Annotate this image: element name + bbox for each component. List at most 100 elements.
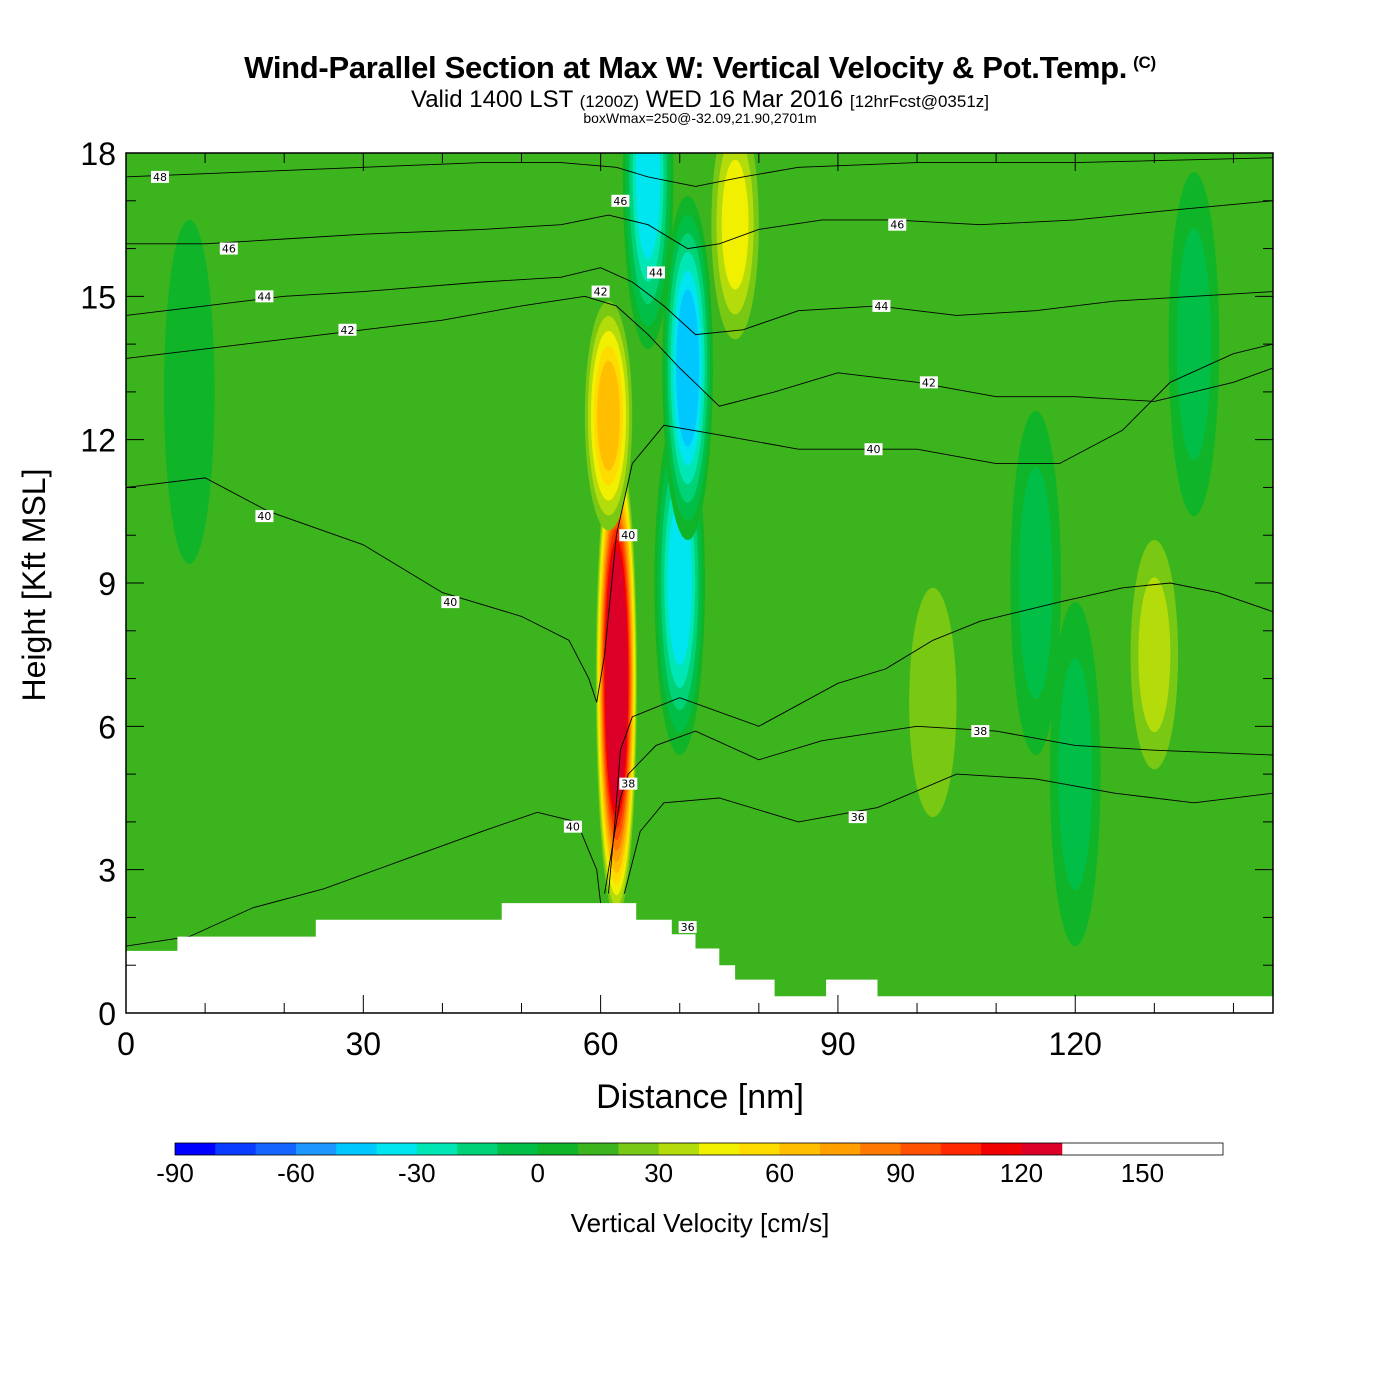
contour-label-text: 42 <box>922 376 936 389</box>
contour-label-box <box>848 811 867 824</box>
velocity-feature-3 <box>662 196 713 540</box>
colorbar-segment <box>981 1143 1022 1155</box>
contour-label: 40 <box>563 820 582 834</box>
colorbar-tick-label: 150 <box>1121 1158 1164 1188</box>
theta-contour-40 <box>126 343 1273 703</box>
colorbar-segment <box>416 1143 458 1155</box>
velocity-level <box>597 360 620 471</box>
y-tick-label: 18 <box>80 136 116 172</box>
theta-contour-40 <box>126 811 602 947</box>
velocity-feature-0 <box>595 439 638 918</box>
colorbar-segment <box>497 1143 539 1155</box>
colorbar-segment <box>376 1143 418 1155</box>
chart-title: Wind-Parallel Section at Max W: Vertical… <box>0 50 1400 86</box>
contour-label-text: 38 <box>621 778 635 791</box>
terrain <box>126 903 1273 1013</box>
colorbar: -90 -60 -30 0 30 60 90 120 150 <box>156 1142 1224 1188</box>
colorbar-tick-label: 60 <box>765 1158 794 1188</box>
contour-label-box <box>611 194 630 207</box>
colorbar-segment <box>779 1143 821 1155</box>
velocity-level <box>1018 466 1053 700</box>
velocity-feature-4 <box>622 153 674 349</box>
contour-label-box <box>619 529 638 542</box>
colorbar-tick-label: 90 <box>886 1158 915 1188</box>
x-tick-label: 90 <box>820 1026 856 1062</box>
theta-contour-42 <box>126 295 1273 407</box>
contour-label-box <box>151 170 170 183</box>
contour-label-box <box>563 820 582 833</box>
contour-label-text: 46 <box>222 243 236 256</box>
velocity-feature-1 <box>584 301 633 531</box>
contour-label-box <box>678 921 697 933</box>
contour-label-text: 40 <box>867 443 881 456</box>
contour-label: 46 <box>611 194 630 208</box>
valid-prefix: Valid 1400 LST <box>410 86 573 113</box>
contour-label-box <box>338 323 357 336</box>
contour-label-text: 40 <box>566 821 580 834</box>
velocity-level <box>163 219 215 564</box>
contour-label: 42 <box>591 285 610 299</box>
velocity-level <box>608 583 625 774</box>
contour-label-box <box>255 290 274 303</box>
colorbar-frame <box>174 1142 1224 1156</box>
contour-label-text: 46 <box>890 219 904 232</box>
contour-label: 38 <box>619 777 638 791</box>
velocity-features <box>163 153 1220 947</box>
colorbar-tick-label: -90 <box>156 1158 194 1188</box>
velocity-level <box>667 500 692 666</box>
title-text: Wind-Parallel Section at Max W: Vertical… <box>244 50 1128 85</box>
plot-area: 48 46 46 46 44 44 44 42 42 42 40 40 40 40 40 38 38 36 36 <box>126 153 1273 1013</box>
contour-label: 44 <box>255 290 274 303</box>
contour-label-box <box>888 218 907 231</box>
contour-label-text: 46 <box>613 195 627 208</box>
contour-label-text: 44 <box>257 290 271 303</box>
colorbar-tick-label: -30 <box>398 1158 436 1188</box>
y-tick-label: 3 <box>98 853 116 889</box>
y-tick-label: 15 <box>80 279 116 315</box>
contour-label: 44 <box>646 266 665 279</box>
velocity-feature-12 <box>163 219 215 564</box>
contour-label-box <box>619 777 638 790</box>
colorbar-segment <box>940 1143 982 1155</box>
x-tick-label: 60 <box>583 1026 619 1062</box>
colorbar-tick-label: 0 <box>531 1158 545 1188</box>
contour-label-box <box>646 266 665 279</box>
contour-label-text: 42 <box>594 286 608 299</box>
contour-label-text: 44 <box>874 300 888 313</box>
velocity-level <box>1176 228 1211 461</box>
y-axis-label: Height [Kft MSL] <box>16 469 52 702</box>
colorbar-segment <box>900 1143 942 1155</box>
contour-label-text: 36 <box>851 811 865 824</box>
velocity-feature-11 <box>1049 602 1101 947</box>
contour-label-text: 38 <box>973 725 987 738</box>
contour-label-box <box>255 510 274 523</box>
contour-label-box <box>872 299 891 312</box>
y-tick-label: 6 <box>98 709 116 745</box>
velocity-level <box>1138 577 1171 733</box>
colorbar-segment <box>658 1143 700 1155</box>
velocity-level <box>721 159 749 290</box>
colorbar-segment <box>336 1143 378 1155</box>
colorbar-label: Vertical Velocity [cm/s] <box>571 1208 830 1238</box>
theta-contour-44 <box>126 267 1273 336</box>
colorbar-segment <box>457 1143 498 1155</box>
colorbar-segment <box>295 1143 337 1155</box>
contour-label: 36 <box>848 811 867 824</box>
y-tick-label: 9 <box>98 566 116 602</box>
y-tick-label: 12 <box>80 423 116 459</box>
velocity-feature-6 <box>1130 540 1179 770</box>
contour-label: 44 <box>872 299 891 313</box>
contour-label: 46 <box>888 218 907 232</box>
contour-label: 48 <box>151 170 170 184</box>
contour-label-text: 40 <box>257 510 271 523</box>
y-tick-label: 0 <box>98 996 116 1032</box>
theta-contour-36 <box>604 725 1273 894</box>
contour-label: 40 <box>619 529 638 542</box>
contour-label-box <box>919 376 938 389</box>
velocity-feature-10 <box>1168 172 1220 517</box>
velocity-feature-9 <box>1010 411 1062 755</box>
forecast-info: [12hrFcst@0351z] <box>849 92 990 111</box>
chart-subtitle: Valid 1400 LST (1200Z) WED 16 Mar 2016 [… <box>0 86 1400 114</box>
